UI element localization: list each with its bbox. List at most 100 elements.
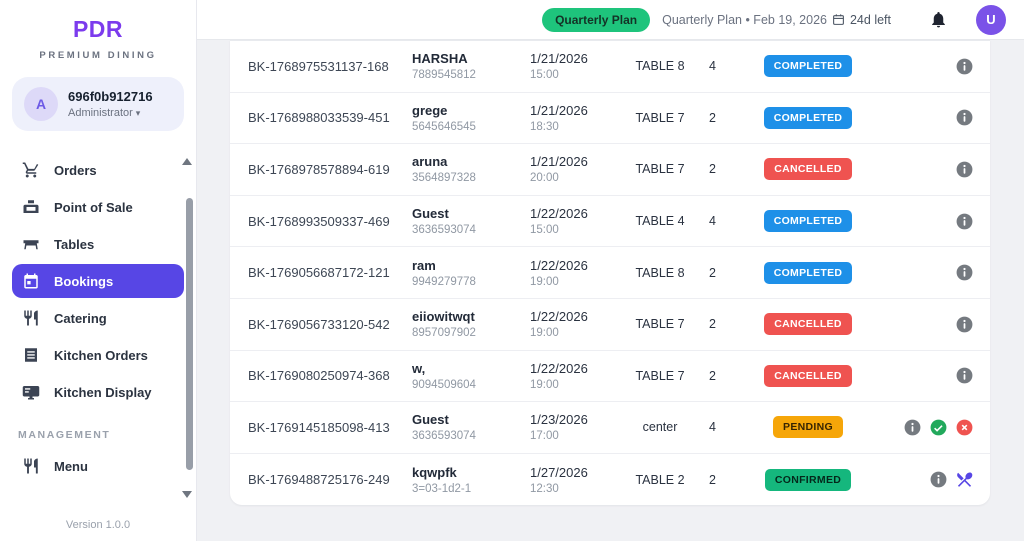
list-icon xyxy=(25,348,37,362)
booking-id: BK-1768978578894-619 xyxy=(248,161,390,177)
profile-card[interactable]: A 696f0b912716 Administrator xyxy=(12,77,184,131)
notifications-bell-icon[interactable] xyxy=(929,10,948,29)
days-left-label: 24d left xyxy=(849,12,891,27)
party-size: 2 xyxy=(709,317,716,332)
sidebar-item-bookings[interactable]: Bookings xyxy=(12,264,184,298)
booking-time: 18:30 xyxy=(530,120,559,133)
customer-phone: 3=03-1d2-1 xyxy=(412,482,472,495)
booking-id: BK-1768988033539-451 xyxy=(248,110,390,126)
booking-id: BK-1769080250974-368 xyxy=(248,368,390,384)
status-badge: COMPLETED xyxy=(763,261,853,284)
version-label: Version 1.0.0 xyxy=(65,519,131,531)
calendar-icon xyxy=(832,13,845,26)
booking-id: BK-1769056733120-542 xyxy=(248,316,390,332)
sidebar-item-label: Tables xyxy=(54,236,95,252)
table-cell: TABLE 7 xyxy=(635,162,685,177)
sidebar-item-label: Point of Sale xyxy=(54,199,133,215)
info-icon[interactable] xyxy=(955,212,974,231)
sidebar-item-tables[interactable]: Tables xyxy=(12,227,184,261)
sidebar-scrollbar-thumb[interactable] xyxy=(186,198,193,470)
status-badge: CANCELLED xyxy=(764,158,852,181)
customer-name: aruna xyxy=(412,154,448,170)
status-badge: CANCELLED xyxy=(764,313,852,336)
status-badge: PENDING xyxy=(773,416,843,439)
info-icon[interactable] xyxy=(929,470,948,489)
info-icon[interactable] xyxy=(955,315,974,334)
customer-name: ram xyxy=(412,257,436,273)
booking-id: BK-1769145185098-413 xyxy=(248,419,390,435)
info-icon[interactable] xyxy=(903,418,922,437)
table-cell: TABLE 8 xyxy=(635,265,685,280)
app-tagline: PREMIUM DINING xyxy=(39,50,157,61)
booking-date: 1/22/2026 xyxy=(530,309,588,325)
profile-role: Administrator xyxy=(68,107,153,119)
customer-phone: 9949279778 xyxy=(412,275,476,288)
sidebar-item-label: Menu xyxy=(54,458,88,474)
sidebar-item-menu[interactable]: Menu xyxy=(12,449,184,483)
booking-time: 15:00 xyxy=(530,69,559,82)
status-badge: COMPLETED xyxy=(763,210,853,233)
profile-name: 696f0b912716 xyxy=(68,89,153,104)
booking-date: 1/21/2026 xyxy=(530,154,588,170)
table-row: BK-1768993509337-469 Guest 3636593074 1/2… xyxy=(230,196,990,248)
scroll-down-arrow-icon[interactable] xyxy=(182,491,192,498)
user-avatar[interactable]: U xyxy=(976,4,1006,35)
calendar-icon xyxy=(24,273,38,289)
booking-id: BK-1768975531137-168 xyxy=(248,58,389,74)
table-cell: center xyxy=(642,420,678,435)
booking-time: 15:00 xyxy=(530,224,559,237)
seat-utensils-icon[interactable] xyxy=(955,470,974,489)
plan-info-text: Quarterly Plan • Feb 19, 2026 xyxy=(662,12,827,27)
info-icon[interactable] xyxy=(955,57,974,76)
plan-info: Quarterly Plan • Feb 19, 2026 24d left xyxy=(662,13,891,27)
sidebar-item-point-of-sale[interactable]: Point of Sale xyxy=(12,190,184,224)
booking-date: 1/22/2026 xyxy=(530,206,588,222)
status-badge: CANCELLED xyxy=(764,364,852,387)
party-size: 2 xyxy=(709,368,716,383)
sidebar-item-catering[interactable]: Catering xyxy=(12,301,184,335)
scroll-up-arrow-icon[interactable] xyxy=(182,158,192,165)
table-row: BK-1769056687172-121 ram 9949279778 1/22/… xyxy=(230,247,990,299)
info-icon[interactable] xyxy=(955,263,974,282)
party-size: 2 xyxy=(709,472,716,487)
status-badge: CONFIRMED xyxy=(764,468,852,491)
cart-icon xyxy=(22,162,39,178)
plan-badge[interactable]: Quarterly Plan xyxy=(542,7,651,32)
approve-check-icon[interactable] xyxy=(929,418,948,437)
info-icon[interactable] xyxy=(955,366,974,385)
sidebar-item-label: Bookings xyxy=(54,273,114,289)
sidebar-item-kitchen-display[interactable]: Kitchen Display xyxy=(12,375,184,409)
chevron-down-icon xyxy=(133,107,141,119)
booking-time: 20:00 xyxy=(530,172,559,185)
status-badge: COMPLETED xyxy=(763,55,853,78)
sidebar-item-label: Catering xyxy=(54,310,107,326)
sidebar-item-orders[interactable]: Orders xyxy=(12,153,184,187)
section-label-management: MANAGEMENT xyxy=(18,429,111,441)
party-size: 4 xyxy=(709,420,716,435)
customer-phone: 8957097902 xyxy=(412,327,476,340)
info-icon[interactable] xyxy=(955,160,974,179)
booking-time: 19:00 xyxy=(530,275,559,288)
table-cell: TABLE 4 xyxy=(635,214,685,229)
table-row: BK-1769080250974-368 w, 9094509604 1/22/2… xyxy=(230,351,990,403)
main-content: BK-1768975531137-168 HARSHA 7889545812 1/… xyxy=(197,40,1024,541)
table-row: BK-1769145185098-413 Guest 3636593074 1/2… xyxy=(230,402,990,454)
booking-date: 1/27/2026 xyxy=(530,464,588,480)
sidebar-item-label: Kitchen Orders xyxy=(54,347,148,363)
customer-name: grege xyxy=(412,102,448,118)
register-icon xyxy=(23,200,39,213)
customer-name: eiiowitwqt xyxy=(412,309,475,325)
info-icon[interactable] xyxy=(955,108,974,127)
customer-phone: 9094509604 xyxy=(412,378,476,391)
table-row: BK-1768978578894-619 aruna 3564897328 1/2… xyxy=(230,144,990,196)
table-cell: TABLE 2 xyxy=(635,472,685,487)
table-row: BK-1769056733120-542 eiiowitwqt 895709790… xyxy=(230,299,990,351)
sidebar-item-label: Kitchen Display xyxy=(54,384,152,400)
party-size: 2 xyxy=(709,265,716,280)
reject-x-icon[interactable] xyxy=(955,418,974,437)
table-row: BK-1769488725176-249 kqwpfk 3=03-1d2-1 1/… xyxy=(230,454,990,506)
sidebar-item-kitchen-orders[interactable]: Kitchen Orders xyxy=(12,338,184,372)
table-icon xyxy=(23,240,39,250)
bookings-table: BK-1768975531137-168 HARSHA 7889545812 1/… xyxy=(230,40,990,506)
